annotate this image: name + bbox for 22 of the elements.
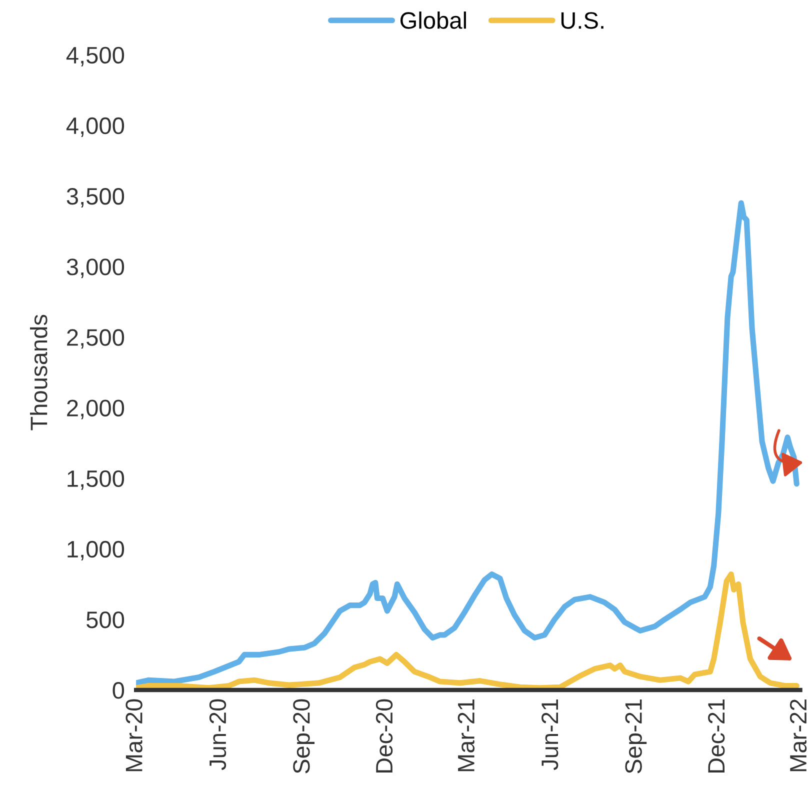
y-tick-label: 3,500 xyxy=(66,188,124,208)
y-tick-label: 2,000 xyxy=(67,400,124,420)
legend-label: Global xyxy=(400,12,466,29)
y-axis-title: Thousands xyxy=(30,314,48,430)
y-tick-label: 2,500 xyxy=(67,329,124,349)
y-tick-label: 0 xyxy=(112,682,124,699)
y-tick-label: 500 xyxy=(86,611,124,628)
y-tick-label: 4,500 xyxy=(66,46,124,66)
y-tick-label: 1,000 xyxy=(68,540,124,560)
x-tick-label: Jun-20 xyxy=(209,699,226,770)
y-tick-label: 1,500 xyxy=(68,470,124,490)
legend-label: U.S. xyxy=(561,12,604,29)
y-tick-label: 3,000 xyxy=(66,258,124,278)
x-tick-label: Mar-21 xyxy=(458,699,475,772)
x-tick-label: Mar-20 xyxy=(126,699,142,772)
x-tick-label: Jun-21 xyxy=(542,699,558,770)
x-tick-label: Sep-20 xyxy=(293,699,314,774)
x-tick-label: Mar-22 xyxy=(790,700,807,772)
x-tick-label: Dec-20 xyxy=(376,699,393,772)
x-tick-label: Dec-21 xyxy=(708,699,725,772)
x-tick-label: Sep-21 xyxy=(625,699,647,774)
y-tick-label: 4,000 xyxy=(66,117,124,137)
